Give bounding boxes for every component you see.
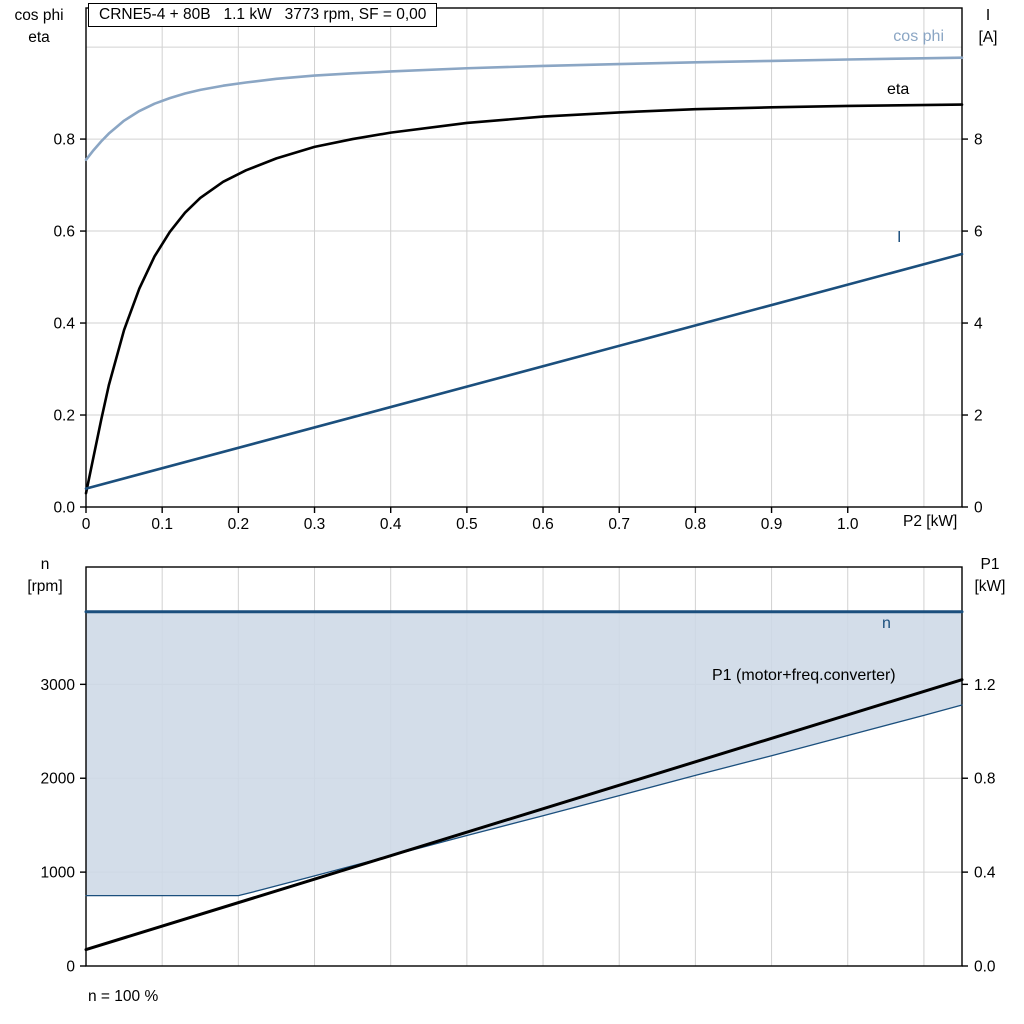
axis-title-speed-unit: [rpm]: [27, 578, 63, 595]
svg-text:0.4: 0.4: [974, 865, 996, 882]
svg-text:3000: 3000: [41, 677, 76, 694]
curve-label-p1: P1 (motor+freq.converter): [712, 667, 896, 684]
svg-text:0.2: 0.2: [53, 408, 75, 425]
svg-text:0.6: 0.6: [53, 224, 75, 241]
svg-text:1.0: 1.0: [837, 516, 859, 533]
svg-text:0.0: 0.0: [974, 959, 996, 976]
x-axis-title-p2: P2 [kW]: [903, 513, 958, 530]
svg-text:1.2: 1.2: [974, 677, 996, 694]
svg-text:4: 4: [974, 316, 983, 333]
svg-text:8: 8: [974, 132, 983, 149]
curve-label-cos-phi: cos phi: [893, 28, 944, 45]
top-right-axis-title: I [A]: [964, 5, 1012, 49]
axis-title-current-unit: [A]: [978, 29, 998, 46]
top-left-axis-title: cos phi eta: [2, 5, 76, 49]
svg-text:0.8: 0.8: [685, 516, 707, 533]
bottom-left-axis-title: n [rpm]: [10, 554, 80, 598]
svg-text:0.9: 0.9: [761, 516, 783, 533]
svg-text:6: 6: [974, 224, 983, 241]
svg-text:0: 0: [974, 500, 983, 517]
curve-label-speed: n: [882, 615, 891, 632]
curve-label-eta: eta: [887, 81, 910, 98]
axis-title-p1: P1: [980, 556, 1000, 573]
svg-text:0: 0: [82, 516, 91, 533]
axis-title-eta: eta: [28, 29, 50, 46]
top-chart-canvas: 0 0.1 0.2 0.3 0.4 0.5 0.6 0.7 0.8 0.9 1.0 0.0 0.2 0.4…: [53, 7, 983, 533]
curve-label-current: I: [897, 229, 902, 246]
axis-title-p1-unit: [kW]: [974, 578, 1006, 595]
axis-title-speed: n: [40, 556, 50, 573]
svg-text:0.4: 0.4: [380, 516, 402, 533]
svg-text:2000: 2000: [41, 771, 76, 788]
svg-text:0.5: 0.5: [456, 516, 478, 533]
speed-footnote: n = 100 %: [88, 988, 159, 1005]
svg-text:0.4: 0.4: [53, 316, 75, 333]
axis-title-cos-phi: cos phi: [14, 7, 64, 24]
svg-text:0.6: 0.6: [532, 516, 554, 533]
svg-text:0.8: 0.8: [974, 771, 996, 788]
svg-text:0.1: 0.1: [151, 516, 173, 533]
svg-text:0.3: 0.3: [304, 516, 326, 533]
svg-text:2: 2: [974, 408, 983, 425]
svg-text:0.2: 0.2: [228, 516, 250, 533]
axis-title-current: I: [985, 7, 991, 24]
svg-text:0.7: 0.7: [608, 516, 630, 533]
svg-text:0: 0: [66, 959, 75, 976]
svg-text:1000: 1000: [41, 865, 76, 882]
svg-text:0.0: 0.0: [53, 500, 75, 517]
chart-title-box: CRNE5-4 + 80B 1.1 kW 3773 rpm, SF = 0,00: [88, 3, 438, 27]
svg-text:0.8: 0.8: [53, 132, 75, 149]
bottom-right-axis-title: P1 [kW]: [960, 554, 1020, 598]
bottom-chart-canvas: 0 1000 2000 3000 0.0 0.4 0.8 1.2: [41, 566, 996, 976]
